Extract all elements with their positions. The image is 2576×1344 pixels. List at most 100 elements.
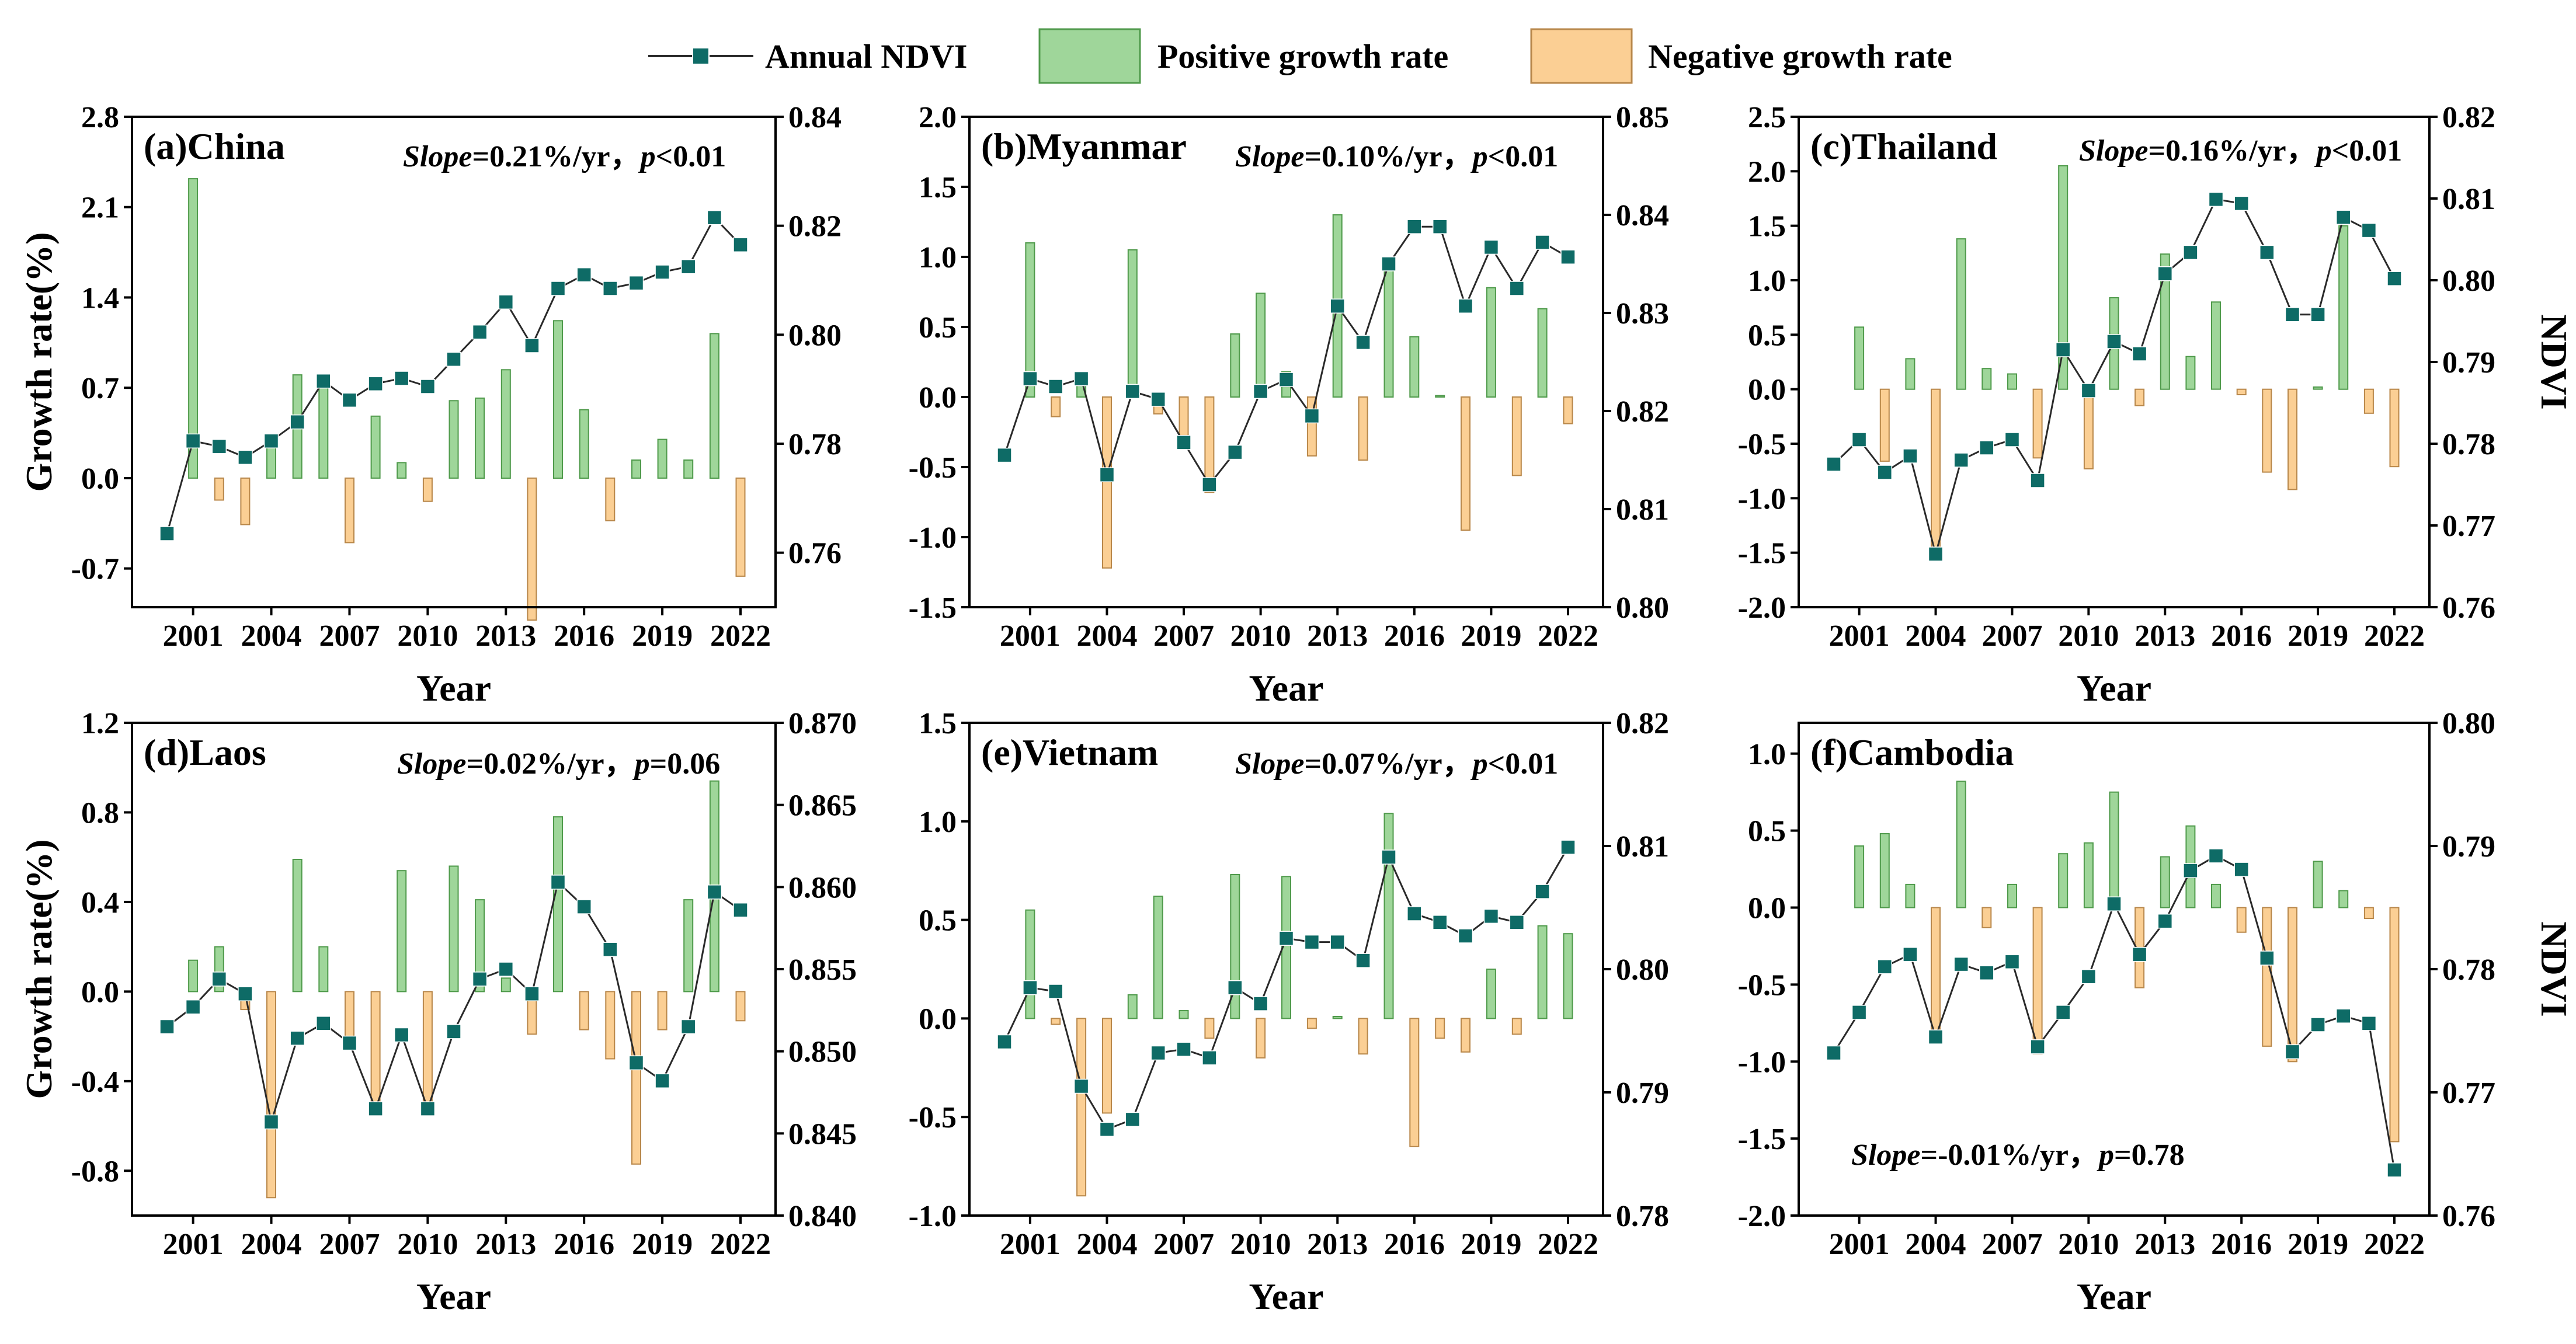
right-y-tick-label: 0.870 [788, 707, 857, 740]
ndvi-point [1851, 1005, 1867, 1020]
ndvi-point [263, 433, 279, 449]
ndvi-point [524, 986, 540, 1001]
left-y-tick-label: -1.5 [909, 591, 957, 625]
x-tick-label: 2010 [1230, 1228, 1291, 1261]
positive-growth-bar [1956, 781, 1966, 908]
positive-growth-bar [449, 400, 459, 479]
negative-growth-bar [2032, 907, 2043, 1055]
left-y-tick-label: 1.0 [919, 241, 957, 274]
ndvi-point [2183, 863, 2198, 878]
left-y-tick-label: 0.5 [919, 311, 957, 344]
x-tick-label: 2007 [1981, 619, 2042, 653]
x-axis-label: Year [2077, 1276, 2151, 1317]
ndvi-point [2387, 271, 2402, 286]
right-y-tick-label: 0.77 [2442, 510, 2495, 543]
negative-growth-bar [1563, 396, 1573, 424]
slope-annotation-p-value: =0.06 [650, 747, 721, 781]
ndvi-point [1073, 371, 1089, 387]
ndvi-point [472, 324, 488, 340]
x-tick-label: 2004 [241, 619, 302, 653]
ndvi-point [628, 1055, 644, 1071]
negative-growth-bar [735, 477, 746, 577]
x-tick-label: 2019 [1461, 1228, 1521, 1261]
positive-growth-bar [1153, 896, 1163, 1019]
right-y-tick-label: 0.82 [788, 210, 842, 243]
ndvi-point [420, 379, 436, 394]
ndvi-point [2259, 245, 2275, 260]
right-y-tick-label: 0.85 [1616, 101, 1669, 134]
ndvi-point [655, 1073, 670, 1089]
positive-growth-bar [1537, 925, 1548, 1019]
slope-annotation-p-prefix: p [2314, 134, 2332, 168]
left-y-tick-label: -0.4 [71, 1066, 119, 1099]
panel-title: (c)Thailand [1810, 126, 1997, 167]
ndvi-point [2234, 196, 2249, 211]
x-tick-label: 2019 [632, 619, 693, 653]
ndvi-point [2361, 1016, 2377, 1031]
slope-annotation-stat-prefix: Slope [1851, 1138, 1920, 1172]
panel-title: (f)Cambodia [1810, 732, 2014, 773]
ndvi-point [446, 1024, 461, 1039]
left-y-tick-label: -0.7 [71, 553, 119, 586]
ndvi-point [1560, 249, 1576, 264]
ndvi-point [576, 267, 592, 283]
left-y-tick-label: 0.5 [1748, 319, 1786, 352]
slope-annotation-stat-value: =0.21%/yr， [472, 140, 640, 173]
legend-positive-swatch [1038, 28, 1141, 84]
right-y-tick-label: 0.82 [2442, 101, 2495, 134]
ndvi-point [1176, 1042, 1191, 1057]
positive-growth-bar [579, 409, 589, 479]
right-y-tick-label: 0.78 [788, 428, 842, 461]
ndvi-point [159, 1019, 175, 1035]
x-tick-label: 2007 [1153, 619, 1214, 653]
x-tick-label: 2001 [163, 1228, 224, 1261]
negative-growth-bar [1435, 1018, 1445, 1039]
right-y-tick-label: 0.81 [1616, 830, 1669, 863]
right-y-tick-label: 0.80 [1616, 591, 1669, 625]
slope-annotation: Slope=0.02%/yr，p=0.06 [397, 747, 720, 781]
slope-annotation-stat-prefix: Slope [1235, 747, 1304, 781]
right-y-tick-label: 0.78 [2442, 428, 2495, 461]
negative-growth-bar [240, 477, 251, 525]
ndvi-point [603, 281, 618, 296]
negative-growth-bar [1076, 1018, 1087, 1197]
ndvi-point [1176, 435, 1191, 450]
ndvi-point [1125, 384, 1141, 399]
left-y-tick-label: -1.0 [909, 1200, 957, 1233]
ndvi-line [1003, 225, 1569, 486]
positive-growth-bar [631, 459, 641, 479]
positive-growth-bar [1179, 1009, 1189, 1019]
slope-annotation-p-prefix: p [2097, 1138, 2114, 1172]
ndvi-point [1023, 980, 1038, 995]
ndvi-point [2132, 346, 2147, 361]
right-y-tick-label: 0.80 [2442, 707, 2495, 740]
panel-5: -2.0 -1.5 -1.0 -0.5 0.0 0.5 1.0 0.76 0.77 0.78 0.7… [1738, 707, 2575, 1317]
ndvi-point [290, 414, 305, 430]
legend-negative-swatch [1530, 28, 1633, 84]
positive-growth-bar [2338, 225, 2349, 390]
ndvi-point [2081, 969, 2097, 984]
ndvi-point [2106, 334, 2122, 349]
positive-growth-bar [449, 865, 459, 993]
slope-annotation-stat-value: =0.16%/yr， [2148, 134, 2316, 168]
x-tick-label: 2004 [1076, 619, 1137, 653]
panel-2: -2.0 -1.5 -1.0 -0.5 0.0 0.5 1.0 1.5 2.0 2.5 0.76 0.… [1738, 101, 2575, 709]
left-y-tick-label: 0.4 [81, 886, 119, 920]
right-y-axis-label: NDVI [2533, 314, 2575, 410]
x-tick-label: 2013 [475, 619, 536, 653]
positive-growth-bar [1563, 933, 1573, 1019]
ndvi-point [550, 281, 566, 296]
ndvi-point [1483, 239, 1499, 255]
positive-growth-bar [553, 320, 563, 479]
x-tick-label: 2019 [2288, 619, 2348, 653]
x-tick-label: 2010 [397, 1228, 458, 1261]
ndvi-point [1150, 392, 1166, 407]
ndvi-point [1560, 840, 1576, 855]
positive-growth-bar [1486, 287, 1496, 398]
ndvi-point [290, 1030, 305, 1046]
slope-annotation-stat-value: =-0.01%/yr， [1920, 1138, 2098, 1172]
slope-annotation-p-prefix: p [632, 747, 650, 781]
x-tick-label: 2016 [2211, 619, 2272, 653]
ndvi-point [2208, 848, 2224, 863]
positive-growth-bar [1025, 242, 1035, 398]
